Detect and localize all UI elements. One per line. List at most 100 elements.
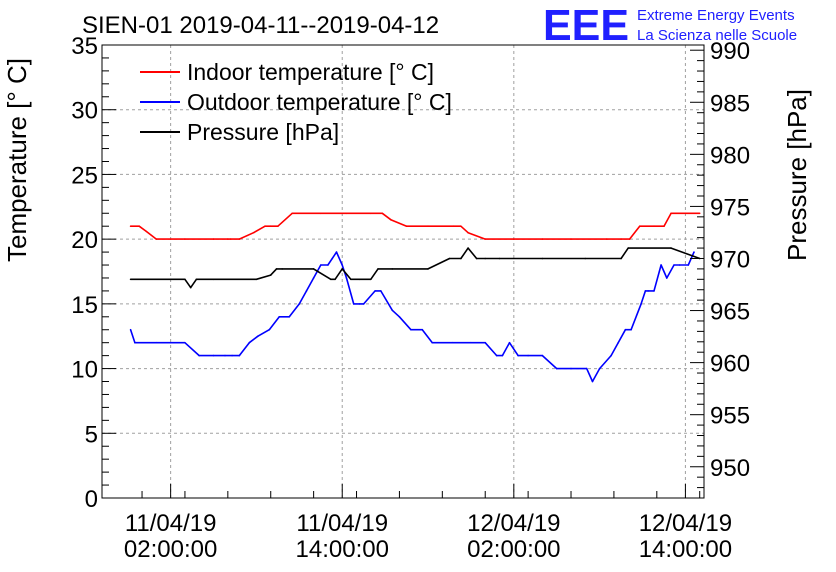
legend-label-0: Indoor temperature [° C] xyxy=(187,59,434,85)
data-point xyxy=(591,380,594,383)
y-axis-left-label: Temperature [° C] xyxy=(2,58,32,262)
data-point xyxy=(238,354,241,357)
x-tick-label-time: 14:00:00 xyxy=(639,536,732,563)
y-left-tick-label: 20 xyxy=(71,227,98,254)
data-point xyxy=(358,278,361,281)
data-point xyxy=(617,341,619,344)
data-point xyxy=(451,341,454,344)
data-point xyxy=(484,257,487,260)
data-point xyxy=(421,328,424,331)
y-left-tick-label: 25 xyxy=(71,162,98,189)
data-point xyxy=(484,238,487,240)
data-point xyxy=(377,268,379,270)
data-point xyxy=(467,247,469,249)
y-left-tick-label: 35 xyxy=(71,33,98,60)
data-point xyxy=(335,251,338,253)
data-point xyxy=(628,238,631,240)
data-point xyxy=(345,212,348,215)
data-point xyxy=(687,264,690,266)
data-point xyxy=(460,225,462,227)
data-point xyxy=(653,225,655,227)
data-point xyxy=(341,264,344,266)
y-right-tick-label: 965 xyxy=(710,299,750,326)
chart-title: SIEN-01 2019-04-11--2019-04-12 xyxy=(82,12,439,39)
data-point xyxy=(653,290,655,292)
data-point xyxy=(647,290,649,292)
data-point xyxy=(212,238,215,240)
data-point xyxy=(660,264,662,266)
data-point xyxy=(598,367,601,370)
data-point xyxy=(405,225,408,227)
data-point xyxy=(269,225,272,227)
series-line-2 xyxy=(130,247,700,289)
data-point xyxy=(312,277,315,279)
data-point xyxy=(278,316,281,318)
logo-caption-line-1: Extreme Energy Events xyxy=(637,7,795,24)
data-point xyxy=(541,354,544,357)
data-point xyxy=(670,247,672,249)
x-tick-label-date: 12/04/19 xyxy=(467,510,560,537)
data-point xyxy=(195,278,198,281)
data-point xyxy=(248,341,251,344)
legend: Indoor temperature [° C] Outdoor temperat… xyxy=(140,59,452,145)
data-point xyxy=(640,303,642,305)
axes: 0 5 10 15 20 25 30 35 950 955 960 965 970 975 980 985 99… xyxy=(71,33,750,563)
y-axis-right-label: Pressure [hPa] xyxy=(782,89,812,261)
data-point xyxy=(129,278,132,281)
x-tick-label-date: 11/04/19 xyxy=(296,510,388,537)
y-left-tick-label: 5 xyxy=(85,421,98,448)
data-point xyxy=(541,238,544,240)
data-point xyxy=(224,354,226,357)
y-left-tick-label: 0 xyxy=(85,486,98,513)
data-point xyxy=(227,238,229,240)
series-line-0 xyxy=(130,212,700,240)
data-point xyxy=(555,367,558,370)
data-point xyxy=(212,354,215,357)
data-point xyxy=(129,225,132,227)
data-point xyxy=(169,278,172,281)
y-right-tick-label: 960 xyxy=(710,351,750,378)
data-point xyxy=(475,257,478,260)
data-point xyxy=(288,316,291,318)
x-tick-label-time: 02:00:00 xyxy=(467,536,560,563)
data-point xyxy=(350,278,352,281)
y-right-tick-label: 980 xyxy=(710,142,750,169)
data-point xyxy=(275,268,278,270)
data-point xyxy=(448,257,451,260)
y-right-tick-label: 955 xyxy=(710,403,750,430)
grid-lines xyxy=(102,45,704,498)
data-point xyxy=(134,341,136,344)
data-point xyxy=(268,328,271,331)
data-point xyxy=(184,238,186,240)
y-right-tick-label: 950 xyxy=(710,455,750,482)
data-point xyxy=(666,277,668,279)
data-point xyxy=(334,278,336,281)
legend-label-2: Pressure [hPa] xyxy=(187,119,339,145)
data-point xyxy=(391,309,394,312)
x-tick-label-time: 14:00:00 xyxy=(296,536,389,563)
data-point xyxy=(380,290,382,292)
y-left-tick-label: 30 xyxy=(71,98,98,125)
data-point xyxy=(663,225,665,227)
data-point xyxy=(501,354,504,357)
data-point xyxy=(305,290,308,292)
data-point xyxy=(495,354,498,357)
data-point xyxy=(606,238,608,240)
data-point xyxy=(678,264,681,266)
x-tick-label-time: 02:00:00 xyxy=(124,536,217,563)
data-point xyxy=(184,278,186,281)
logo-caption-line-2: La Scienza nelle Scuole xyxy=(637,27,797,44)
data-point xyxy=(381,212,384,215)
data-point xyxy=(508,341,511,344)
data-point xyxy=(327,264,329,266)
data-point xyxy=(453,225,455,227)
data-point xyxy=(427,225,429,227)
data-point xyxy=(570,238,572,240)
eee-logo: EEE xyxy=(543,1,629,50)
data-point xyxy=(345,277,348,279)
y-right-tick-label: 975 xyxy=(710,194,750,221)
data-point xyxy=(513,238,515,240)
data-point xyxy=(155,238,158,240)
data-point xyxy=(698,212,701,215)
data-point xyxy=(624,328,627,331)
